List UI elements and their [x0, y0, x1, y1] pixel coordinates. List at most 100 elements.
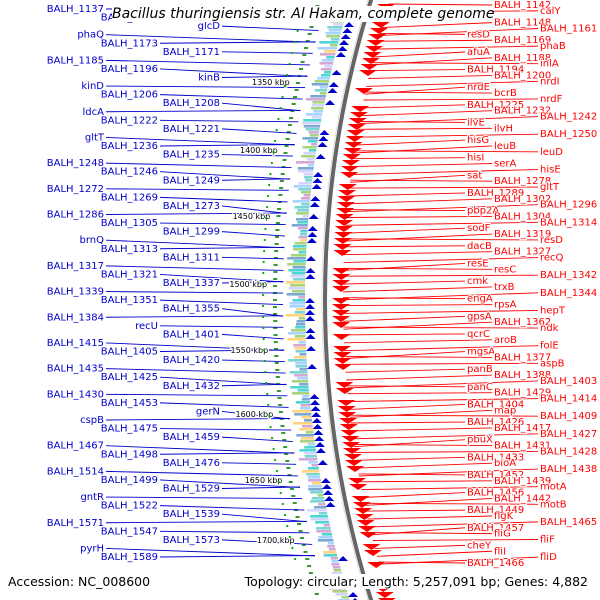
reverse-gene-arrow	[355, 514, 374, 520]
leader-line-reverse	[353, 439, 466, 448]
leader-line-forward	[221, 308, 284, 317]
leader-line-reverse	[369, 521, 539, 528]
reverse-gene-arrow	[360, 64, 379, 70]
gc-bar	[314, 89, 328, 92]
gc-bar	[285, 314, 306, 317]
gc-bar	[300, 440, 315, 443]
forward-gene-arrow	[315, 448, 326, 453]
leader-line-forward	[221, 75, 308, 78]
ruler-dot	[267, 194, 270, 198]
gc-bar	[330, 557, 338, 560]
forward-gene-arrow	[314, 436, 325, 441]
forward-gene-label: BALH_1401	[163, 329, 220, 340]
gc-skew-mark	[273, 313, 278, 315]
forward-gene-arrow	[311, 412, 322, 417]
reverse-gene-label: BALH_1452	[467, 470, 524, 481]
forward-gene-arrow	[310, 196, 321, 201]
reverse-gene-label: pbuX	[467, 435, 493, 446]
reverse-gene-arrow	[348, 478, 367, 484]
reverse-gene-label: BALH_1377	[494, 352, 551, 363]
gc-skew-mark	[274, 250, 279, 252]
leader-line-forward	[221, 436, 293, 443]
gc-bar	[290, 275, 306, 278]
leader-line-reverse	[357, 462, 493, 469]
leader-line-forward	[221, 281, 284, 284]
reverse-gene-label: fliI	[494, 546, 506, 557]
ruler-dot	[291, 51, 294, 55]
gc-bar	[328, 548, 336, 551]
ruler-dot	[279, 491, 282, 495]
gc-bar	[297, 389, 309, 392]
gc-skew-mark	[287, 474, 292, 476]
gc-bar	[302, 215, 309, 218]
gc-bar	[331, 572, 342, 575]
reverse-gene-label: BALH_1232	[494, 106, 551, 117]
gc-skew-mark	[304, 47, 308, 49]
ruler-dot	[267, 403, 270, 407]
reverse-gene-label: hisE	[540, 164, 561, 175]
gc-bar	[318, 503, 326, 506]
leader-line-reverse	[364, 502, 539, 505]
reverse-gene-arrow	[334, 364, 353, 370]
ruler-dot	[283, 513, 287, 517]
reverse-gene-label: fliF	[540, 535, 555, 546]
gene-labels: BALH_1137BALH_1160glcDphaQBALH_1173BALH_…	[46, 0, 599, 570]
reverse-gene-label: BALH_1250	[540, 129, 597, 140]
reverse-gene-label: BALH_1169	[494, 35, 551, 46]
leader-line-reverse	[361, 104, 466, 109]
gc-bar	[330, 38, 340, 41]
leader-line-forward	[105, 418, 290, 421]
leader-line-forward	[221, 410, 290, 420]
leader-line-forward	[221, 513, 307, 523]
forward-gene-arrow	[325, 502, 336, 507]
reverse-gene-label: BALH_1442	[494, 493, 551, 504]
leader-line-reverse	[348, 398, 539, 402]
forward-gene-arrow	[342, 28, 353, 33]
leader-line-forward	[221, 383, 287, 387]
forward-gene-label: recU	[135, 321, 158, 332]
gc-bar	[304, 452, 317, 455]
leader-line-reverse	[362, 492, 466, 498]
reverse-gene-arrow	[359, 70, 377, 76]
forward-gene-label: gerN	[196, 406, 220, 417]
forward-gene-arrow	[305, 268, 316, 273]
ruler-dot	[286, 73, 289, 77]
reverse-gene-label: fliD	[540, 552, 557, 563]
gc-bar	[303, 152, 316, 155]
forward-gene-arrow	[317, 142, 328, 147]
gc-bar	[297, 167, 314, 170]
leader-line-reverse	[354, 150, 539, 153]
gc-bar	[316, 530, 332, 533]
gc-skew-mark	[278, 404, 283, 406]
leader-line-reverse	[344, 351, 466, 359]
gc-bar	[326, 56, 335, 59]
reverse-gene-label: serA	[494, 159, 516, 170]
reverse-gene-label: BALH_1242	[540, 112, 597, 123]
gc-bar	[317, 539, 334, 542]
reverse-gene-label: nrdF	[540, 94, 563, 105]
reverse-gene-label: BALH_1428	[540, 446, 597, 457]
reverse-gene-label: leuB	[494, 141, 516, 152]
gc-bar	[315, 521, 330, 524]
gc-bar	[302, 146, 317, 149]
forward-gene-arrow	[311, 418, 322, 423]
gc-skew-mark	[276, 390, 281, 392]
reverse-gene-arrow	[370, 28, 388, 34]
gc-skew-mark	[275, 369, 280, 371]
gc-bar	[294, 356, 307, 359]
forward-gene-arrow	[324, 496, 335, 501]
gc-bar	[314, 80, 329, 83]
gc-bar	[307, 158, 315, 161]
reverse-gene-arrow	[336, 202, 355, 208]
leader-line-forward	[159, 222, 286, 226]
genome-stats: Topology: circular; Length: 5,257,091 bp…	[244, 574, 588, 589]
ruler-dot	[270, 161, 273, 165]
forward-gene-arrow	[308, 214, 319, 219]
forward-gene-label: gltT	[85, 132, 105, 143]
leader-line-reverse	[373, 51, 466, 58]
forward-gene-arrow	[331, 70, 342, 75]
leader-line-forward	[105, 470, 299, 477]
gc-skew-mark	[309, 26, 314, 28]
forward-gene-label: BALH_1384	[47, 312, 104, 323]
reverse-gene-label: BALH_1194	[467, 65, 524, 76]
